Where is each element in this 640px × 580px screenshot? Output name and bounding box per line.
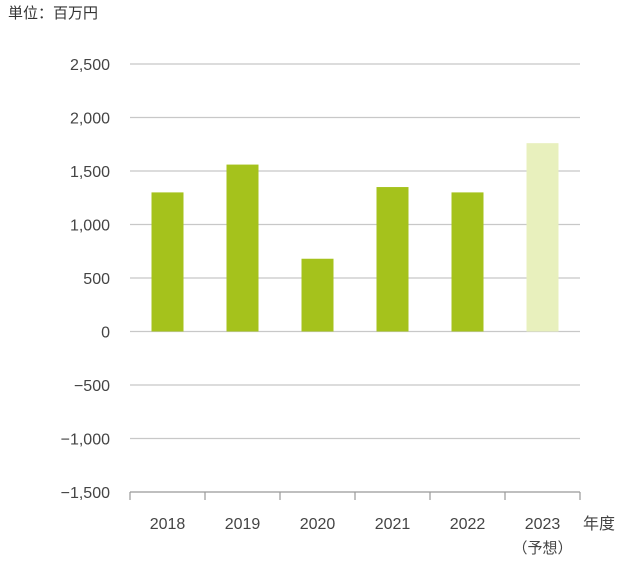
y-tick-label: 2,000 [70,111,110,128]
x-tick-label: 2018 [150,516,186,533]
bars [151,143,559,332]
bar [376,187,409,332]
x-tick-label: 2021 [375,516,411,533]
y-tick-label: −1,500 [61,485,110,502]
unit-label: 単位：百万円 [8,4,99,22]
x-tick-label: 2022 [450,516,486,533]
y-tick-label: 500 [83,271,110,288]
x-axis: 2018 2019 2020 2021 2022 2023 （予想） [129,491,581,557]
y-tick-label: 1,500 [70,164,110,181]
bar [226,164,259,332]
x-tick-label: 2019 [225,516,261,533]
x-axis-label: 年度 [583,514,615,533]
bar [301,258,334,332]
y-axis-tick-labels: 2,500 2,000 1,500 1,000 500 0 −500 −1,000 −1,500 [61,57,110,502]
y-tick-label: 1,000 [70,218,110,235]
bar [451,192,484,332]
bar [151,192,184,332]
bar-forecast [526,143,559,332]
y-tick-label: −500 [74,378,110,395]
gridlines [130,63,580,440]
x-tick-label: 2023 [525,516,561,533]
y-tick-label: −1,000 [61,432,110,449]
y-tick-label: 2,500 [70,57,110,74]
y-tick-label: 0 [101,325,110,342]
x-tick-sublabel: （予想） [512,539,572,557]
x-tick-label: 2020 [300,516,336,533]
